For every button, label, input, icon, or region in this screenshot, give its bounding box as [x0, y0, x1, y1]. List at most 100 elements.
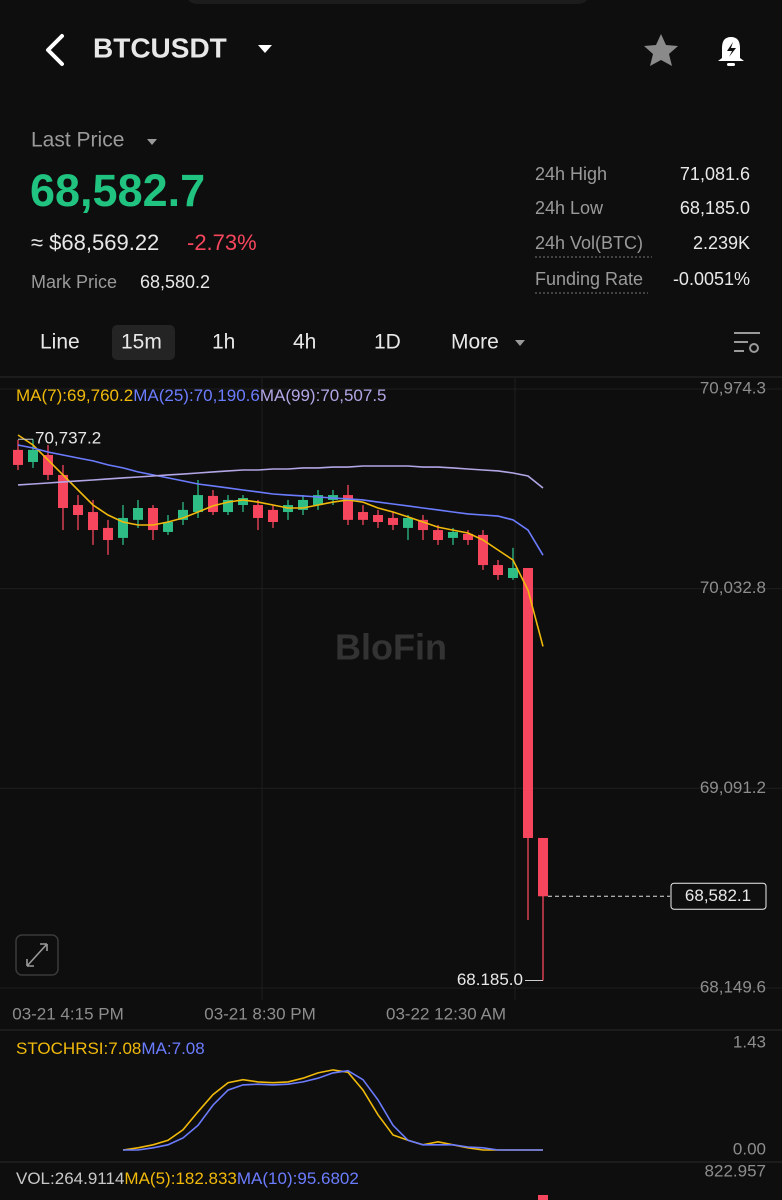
candle-body [58, 474, 68, 508]
legend-value: 95.6802 [297, 1169, 358, 1188]
legend-sep: : [167, 1039, 172, 1058]
legend-value: 7.08 [108, 1039, 141, 1058]
candle-body [148, 507, 158, 531]
candle-body [118, 517, 128, 538]
current-price-box [670, 882, 767, 910]
back-button[interactable] [46, 34, 64, 66]
legend-name: MA [141, 1039, 167, 1058]
y-tick-label: 68,149.6 [700, 977, 766, 996]
x-tick-label: 03-21 8:30 PM [204, 1004, 316, 1023]
candle-body [28, 449, 38, 462]
candle-body [163, 521, 173, 532]
timeframe-tab[interactable]: More [451, 331, 499, 354]
ma-legend: MA(7):69,760.2MA(25):70,190.6MA(99):70,5… [16, 386, 387, 405]
vol-bar [538, 1195, 548, 1200]
candle-body [13, 449, 23, 465]
legend-sep: : [171, 1169, 176, 1188]
candle-body [433, 530, 443, 541]
candle-body [343, 495, 353, 520]
candle-body [238, 498, 248, 506]
notch [188, 0, 587, 4]
line-series [123, 1069, 543, 1151]
legend-name: MA(7) [16, 386, 62, 405]
candle-body [298, 499, 308, 510]
candle-body [223, 499, 233, 513]
candle-body [538, 837, 548, 897]
legend-value: 182.833 [175, 1169, 236, 1188]
line-series [17, 434, 544, 647]
current-price-label: 68,582.1 [685, 886, 751, 905]
candle-body [373, 514, 383, 522]
x-tick-label: 03-21 4:15 PM [12, 1004, 124, 1023]
candle-body [253, 505, 263, 518]
mark-price-label: Mark Price [31, 272, 117, 292]
candle-body [133, 507, 143, 520]
legend-name: MA(5) [124, 1169, 170, 1188]
timeframe-tab[interactable]: Line [40, 331, 80, 354]
candle-body [523, 568, 533, 838]
stat-label: Funding Rate [535, 269, 643, 289]
candle-body [358, 512, 368, 520]
stat-label: 24h Vol(BTC) [535, 233, 643, 253]
y-tick-label: 70,974.3 [700, 378, 766, 397]
legend-sep: : [189, 386, 194, 405]
stat-value: 71,081.6 [680, 164, 750, 184]
favorite-star[interactable] [644, 34, 678, 66]
symbol-dropdown[interactable] [258, 45, 272, 53]
candle-body [418, 519, 428, 531]
last-price-dropdown[interactable] [147, 139, 157, 145]
legend-name: MA(25) [133, 386, 189, 405]
candle-body [268, 509, 278, 522]
settings-icon[interactable] [734, 332, 760, 353]
candle-body [43, 454, 53, 475]
alert-bell[interactable] [718, 37, 744, 66]
legend-sep: : [50, 1169, 55, 1188]
candle-body [88, 512, 98, 531]
legend-name: STOCHRSI [16, 1039, 104, 1058]
symbol[interactable]: BTCUSDT [93, 32, 227, 63]
timeframe-tab[interactable]: 4h [293, 331, 316, 354]
timeframe-tab[interactable]: 15m [121, 331, 162, 354]
legend-name: MA(99) [260, 386, 316, 405]
legend-value: 69,760.2 [67, 386, 133, 405]
usd-price: ≈ $68,569.22 [31, 230, 159, 255]
vol-axis-top: 822.957 [705, 1161, 766, 1180]
candle-body [493, 565, 503, 576]
active-timeframe-bg [112, 325, 175, 360]
more-dropdown[interactable] [515, 340, 525, 346]
legend-value: 70,190.6 [194, 386, 260, 405]
legend-sep: : [62, 386, 67, 405]
timeframe-tab[interactable]: 1D [374, 331, 401, 354]
legend-value: 7.08 [172, 1039, 205, 1058]
line-series [17, 444, 544, 556]
last-price-label[interactable]: Last Price [31, 129, 124, 152]
x-tick-label: 03-22 12:30 AM [386, 1004, 506, 1023]
candle-body [313, 495, 323, 506]
stoch-legend: STOCHRSI:7.08MA:7.08 [16, 1039, 205, 1058]
timeframe-tab[interactable]: 1h [212, 331, 235, 354]
last-price: 68,582.7 [30, 165, 205, 216]
legend-sep: : [104, 1039, 109, 1058]
high-marker-label: 70,737.2 [35, 429, 101, 448]
candle-body [208, 495, 218, 513]
stat-label: 24h Low [535, 198, 604, 218]
price-change: -2.73% [187, 230, 257, 255]
legend-sep: : [316, 386, 321, 405]
candle-body [193, 495, 203, 513]
legend-name: VOL [16, 1169, 50, 1188]
candle-body [448, 531, 458, 538]
candle-body [403, 517, 413, 528]
expand-button[interactable] [15, 934, 59, 976]
y-tick-label: 70,032.8 [700, 578, 766, 597]
candle-body [73, 505, 83, 515]
line-series [122, 1069, 543, 1151]
mark-price: 68,580.2 [140, 272, 210, 292]
stat-value: -0.0051% [673, 269, 750, 289]
low-marker-label: 68.185.0 [457, 970, 523, 989]
stat-value: 2.239K [693, 233, 750, 253]
stat-label: 24h High [535, 164, 607, 184]
watermark: BloFin [335, 627, 447, 668]
candle-body [103, 527, 113, 541]
candle-body [178, 509, 188, 520]
